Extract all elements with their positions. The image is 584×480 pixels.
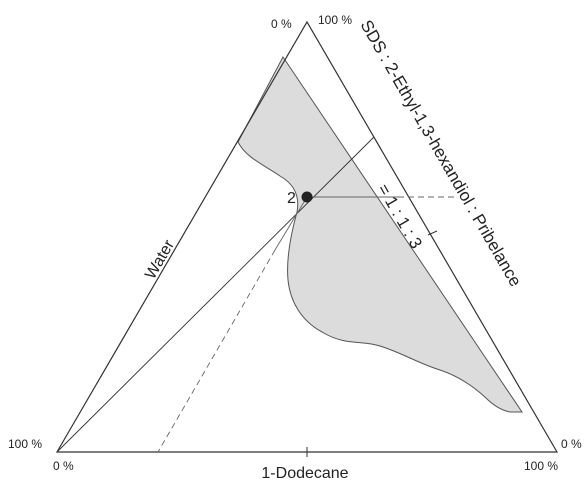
bottom-left-label: 0 % [53, 459, 74, 473]
right-vertex-label: 0 % [561, 437, 582, 451]
bottom-right-label: 100 % [524, 459, 558, 473]
right-tick [427, 230, 438, 236]
tie-line-diagonal-dashed [157, 249, 276, 453]
tie-line-diagonal [274, 196, 308, 251]
ratio-line [56, 136, 375, 453]
top-left-label: 0 % [271, 17, 292, 31]
composition-point-label: 2 [287, 190, 296, 207]
top-right-label: 100 % [318, 13, 352, 27]
left-axis-title: Water [142, 237, 178, 283]
left-vertex-label: 100 % [8, 437, 42, 451]
composition-point [301, 191, 313, 203]
bottom-axis-title: 1-Dodecane [261, 465, 348, 480]
phase-region [237, 56, 523, 413]
